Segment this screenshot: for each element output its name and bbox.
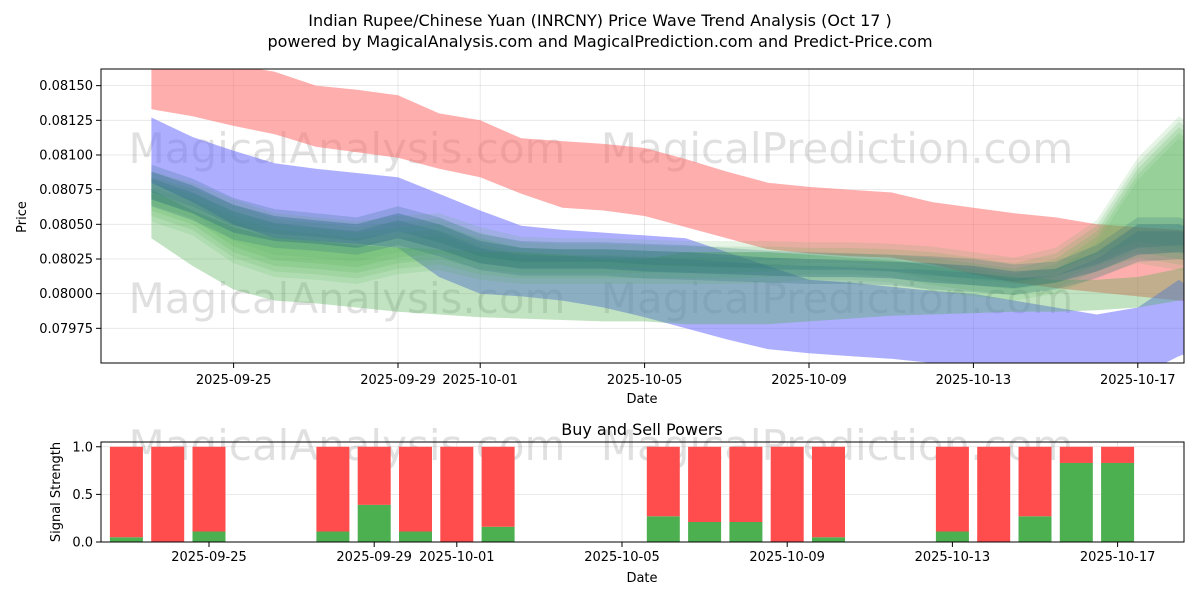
sell-bar: [481, 446, 515, 527]
signal-x-tick-label: 2025-10-17: [1080, 550, 1156, 565]
band-green-fan-4: [151, 138, 1184, 301]
sell-bar: [109, 446, 143, 538]
buy-bar: [646, 516, 680, 542]
price-x-tick-label: 2025-10-01: [442, 373, 518, 388]
signal-y-tick-label: 1.0: [72, 440, 93, 455]
price-x-ticks: 2025-09-25 2025-09-29 2025-10-01 2025-10-05…: [196, 363, 1176, 388]
sell-bar: [151, 446, 185, 542]
sell-bar: [399, 446, 432, 532]
sell-bar: [357, 446, 391, 505]
buy-bar: [192, 531, 226, 542]
band-green-fan-1: [151, 121, 1184, 284]
band-teal-core-2: [151, 178, 1184, 295]
price-x-tick-label: 2025-10-13: [936, 373, 1012, 388]
band-teal-core-1: [151, 171, 1184, 289]
band-green-fan-3: [151, 132, 1184, 295]
buy-bar: [399, 531, 432, 542]
price-y-tick-label: 0.08100: [39, 148, 93, 163]
chart-title: Indian Rupee/Chinese Yuan (INRCNY) Price…: [308, 11, 892, 30]
price-bands: [151, 69, 1184, 363]
signal-x-ticks: 2025-09-25 2025-09-29 2025-10-01 2025-10-05…: [171, 542, 1155, 565]
buy-bar: [812, 537, 845, 542]
buy-bar: [316, 531, 350, 542]
chart-subtitle: powered by MagicalAnalysis.com and Magic…: [267, 32, 932, 51]
sell-bar: [812, 446, 845, 538]
price-y-ticks: 0.07975 0.08000 0.08025 0.08050 0.08075 0.081…: [39, 79, 101, 337]
price-x-tick-label: 2025-10-05: [607, 373, 683, 388]
sell-bar: [316, 446, 350, 532]
price-y-tick-label: 0.07975: [39, 322, 93, 337]
sell-bar: [440, 446, 474, 542]
band-teal-core-0: [151, 164, 1184, 282]
signal-x-axis-label: Date: [626, 571, 657, 586]
price-y-tick-label: 0.08125: [39, 114, 93, 129]
buy-bar: [109, 537, 143, 542]
signal-title: Buy and Sell Powers: [561, 420, 723, 439]
signal-y-ticks: 0.0 0.5 1.0: [72, 440, 101, 551]
price-x-tick-label: 2025-09-25: [196, 373, 272, 388]
sell-bar: [1101, 446, 1135, 463]
signal-x-tick-label: 2025-09-25: [171, 550, 247, 565]
buy-bar: [481, 526, 515, 542]
sell-bar: [1059, 446, 1093, 463]
sell-bar: [977, 446, 1011, 542]
buy-bar: [1059, 462, 1093, 542]
buy-bar: [729, 522, 763, 542]
price-y-axis-label: Price: [15, 201, 30, 233]
price-x-tick-label: 2025-09-29: [360, 373, 436, 388]
buy-bar: [1018, 516, 1052, 542]
signal-x-tick-label: 2025-09-29: [336, 550, 412, 565]
signal-y-tick-label: 0.0: [72, 536, 93, 551]
band-blue-band-0: [151, 117, 1184, 363]
signal-x-tick-label: 2025-10-05: [584, 550, 660, 565]
band-green-band-0: [151, 189, 1184, 325]
band-green-fan-2: [151, 127, 1184, 290]
price-y-tick-label: 0.08050: [39, 218, 93, 233]
buy-bar: [935, 531, 969, 542]
price-y-tick-label: 0.08025: [39, 252, 93, 267]
price-panel: MagicalAnalysis.com MagicalPrediction.co…: [15, 68, 1185, 407]
sell-bar: [646, 446, 680, 517]
sell-bar: [688, 446, 722, 522]
signal-bars: [109, 446, 1135, 542]
sell-bar: [935, 446, 969, 532]
signal-y-tick-label: 0.5: [72, 488, 93, 503]
price-y-tick-label: 0.08000: [39, 287, 93, 302]
band-red-band-0: [151, 69, 1184, 302]
signal-x-tick-label: 2025-10-01: [419, 550, 495, 565]
price-x-tick-label: 2025-10-09: [771, 373, 847, 388]
signal-panel: Buy and Sell Powers MagicalAnalysis.com …: [49, 420, 1185, 586]
price-y-tick-label: 0.08075: [39, 183, 93, 198]
sell-bar: [770, 446, 804, 542]
price-axes-frame: [100, 68, 1185, 364]
buy-bar: [1101, 462, 1135, 542]
band-green-fan-0: [151, 116, 1184, 279]
buy-bar: [357, 504, 391, 542]
signal-x-tick-label: 2025-10-09: [749, 550, 825, 565]
price-x-tick-label: 2025-10-17: [1100, 373, 1176, 388]
price-x-axis-label: Date: [626, 392, 657, 407]
sell-bar: [729, 446, 763, 522]
sell-bar: [192, 446, 226, 532]
signal-x-tick-label: 2025-10-13: [915, 550, 991, 565]
price-y-tick-label: 0.08150: [39, 79, 93, 94]
signal-watermarks: MagicalAnalysis.com MagicalPrediction.co…: [129, 421, 1074, 470]
signal-axes-frame: [100, 441, 1185, 543]
signal-y-axis-label: Signal Strength: [49, 442, 64, 542]
sell-bar: [1018, 446, 1052, 517]
buy-bar: [688, 522, 722, 542]
